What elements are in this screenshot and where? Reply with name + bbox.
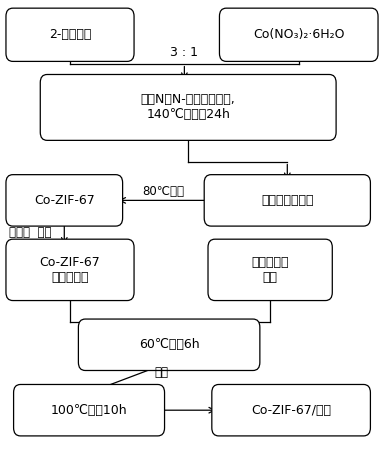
Text: 80℃干燥: 80℃干燥 (142, 185, 184, 198)
Text: 用乙醇  分散: 用乙醇 分散 (9, 226, 51, 239)
Text: 甲醇洗涤、离心: 甲醇洗涤、离心 (261, 194, 314, 207)
FancyBboxPatch shape (6, 175, 122, 226)
FancyBboxPatch shape (6, 239, 134, 301)
Text: Co(NO₃)₂·6H₂O: Co(NO₃)₂·6H₂O (253, 28, 344, 41)
Text: 3 : 1: 3 : 1 (170, 46, 199, 59)
Text: 适量N，N-二甲基甲酰胺,
140℃下晶化24h: 适量N，N-二甲基甲酰胺, 140℃下晶化24h (141, 94, 235, 121)
FancyBboxPatch shape (204, 175, 371, 226)
FancyBboxPatch shape (40, 74, 336, 140)
Text: Co-ZIF-67
的乙醇溶液: Co-ZIF-67 的乙醇溶液 (40, 256, 100, 284)
FancyBboxPatch shape (208, 239, 332, 301)
Text: 2-甲基咪唑: 2-甲基咪唑 (49, 28, 91, 41)
Text: 过滤: 过滤 (154, 366, 169, 380)
Text: Co-ZIF-67/载体: Co-ZIF-67/载体 (251, 404, 331, 417)
Text: Co-ZIF-67: Co-ZIF-67 (34, 194, 95, 207)
FancyBboxPatch shape (78, 319, 260, 370)
Text: 60℃水浴6h: 60℃水浴6h (139, 338, 199, 351)
FancyBboxPatch shape (219, 8, 378, 61)
Text: 载体的乙醇
溶液: 载体的乙醇 溶液 (252, 256, 289, 284)
FancyBboxPatch shape (6, 8, 134, 61)
FancyBboxPatch shape (13, 385, 165, 436)
FancyBboxPatch shape (212, 385, 371, 436)
Text: 100℃真空10h: 100℃真空10h (51, 404, 127, 417)
